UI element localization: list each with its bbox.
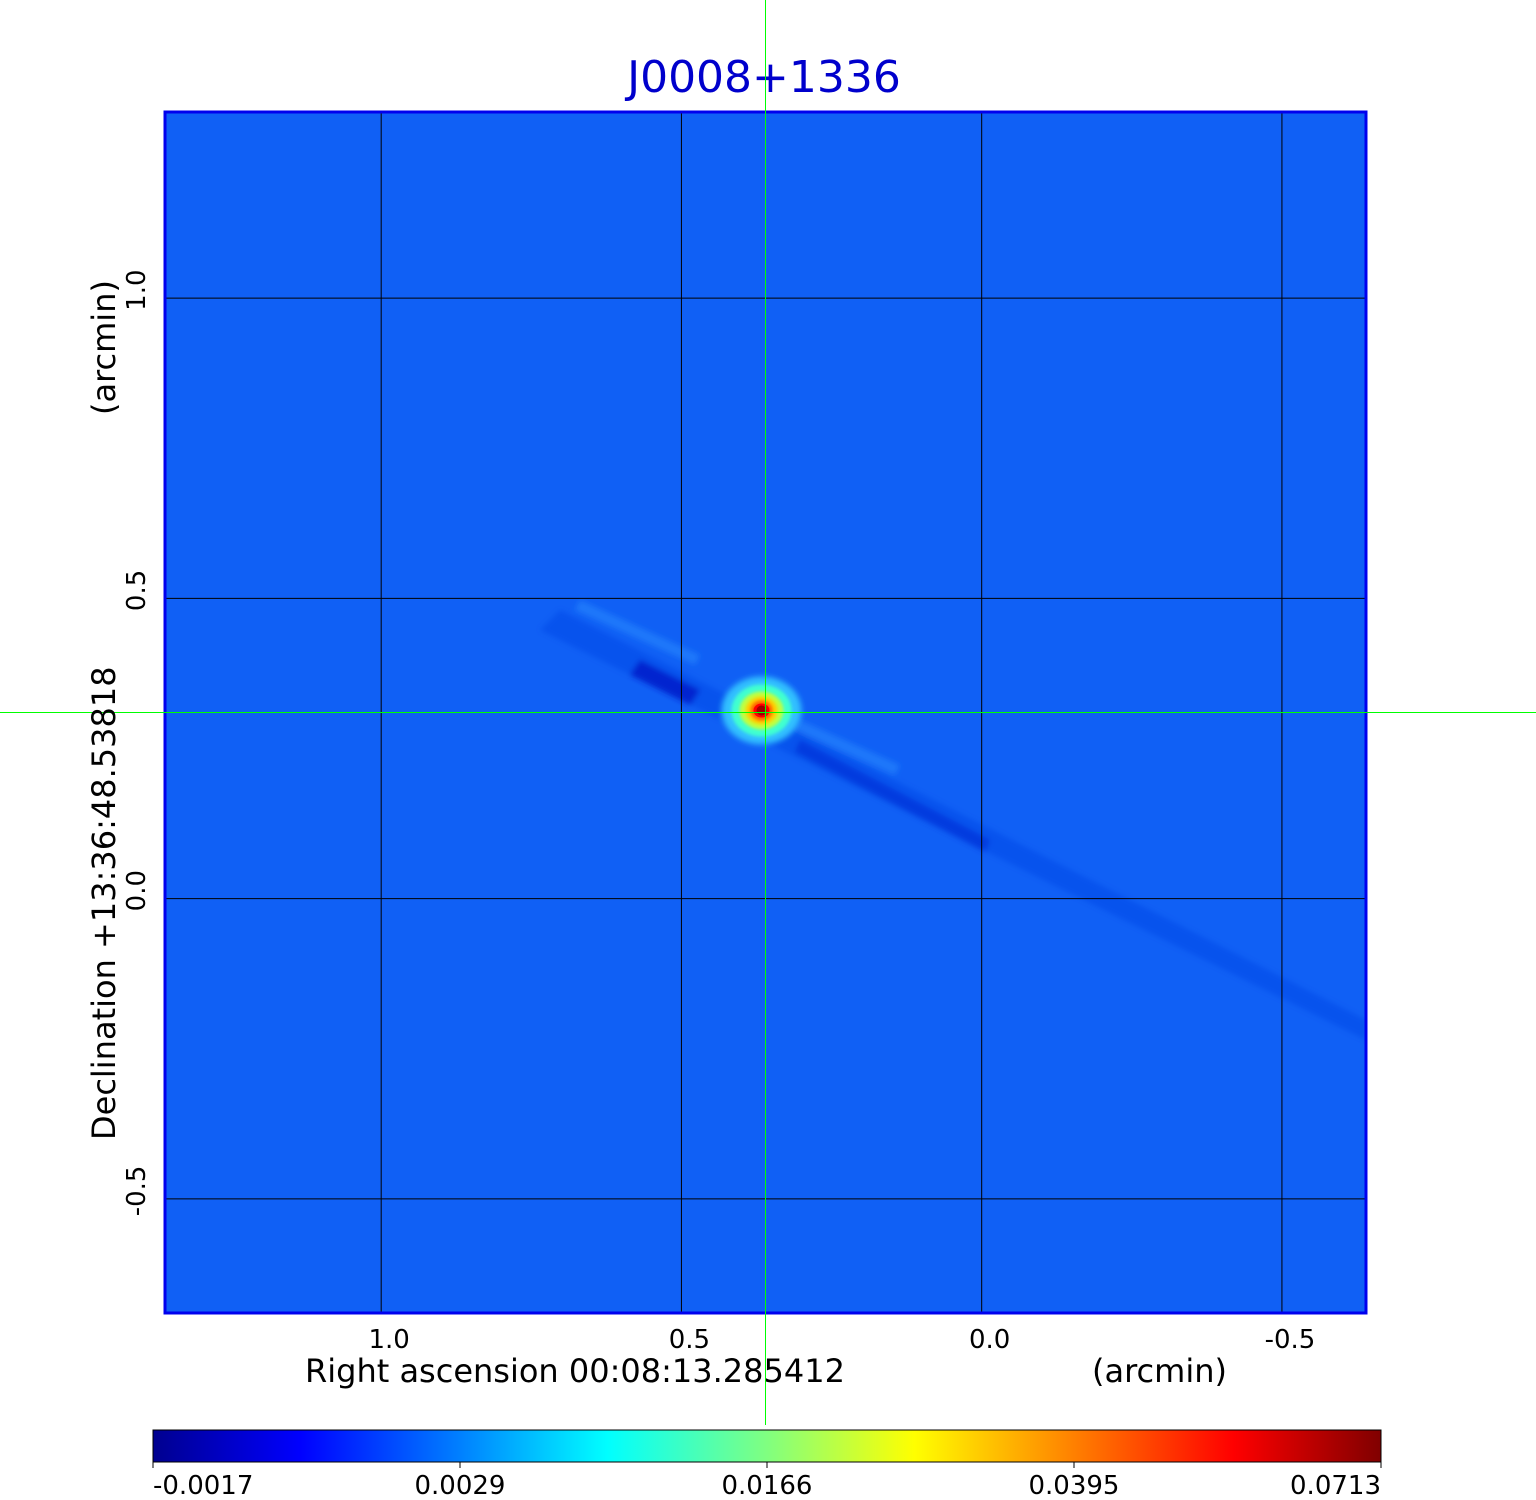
y-tick-labels: 1.0 0.5 0.0 -0.5	[122, 269, 152, 1216]
crosshair	[0, 0, 1536, 1425]
x-tick-labels: 1.0 0.5 0.0 -0.5	[369, 1325, 1316, 1355]
x-tick-label-2: 0.0	[969, 1325, 1010, 1355]
x-axis-unit: (arcmin)	[1092, 1352, 1227, 1390]
chart-title: J0008+1336	[624, 52, 901, 103]
colorbar-label-2: 0.0166	[722, 1471, 813, 1500]
colorbar	[152, 1429, 1382, 1463]
y-tick-label-1: 0.5	[122, 570, 152, 611]
colorbar-label-0: -0.0017	[153, 1471, 253, 1500]
y-tick-label-2: 0.0	[122, 870, 152, 911]
y-tick-label-0: 1.0	[122, 269, 152, 310]
y-axis-label: Declination +13:36:48.53818	[85, 666, 123, 1140]
point-source	[721, 676, 802, 745]
x-tick-label-1: 0.5	[669, 1325, 710, 1355]
colorbar-label-4: 0.0713	[1290, 1471, 1381, 1500]
y-tick-label-3: -0.5	[122, 1166, 152, 1217]
x-tick-label-3: -0.5	[1265, 1325, 1316, 1355]
y-axis-unit: (arcmin)	[85, 280, 123, 415]
colorbar-label-1: 0.0029	[415, 1471, 506, 1500]
x-axis-label: Right ascension 00:08:13.285412	[305, 1352, 845, 1390]
colorbar-label-3: 0.0395	[1029, 1471, 1120, 1500]
x-tick-label-0: 1.0	[369, 1325, 410, 1355]
colorbar-ticks: -0.0017 0.0029 0.0166 0.0395 0.0713	[152, 1462, 1382, 1500]
